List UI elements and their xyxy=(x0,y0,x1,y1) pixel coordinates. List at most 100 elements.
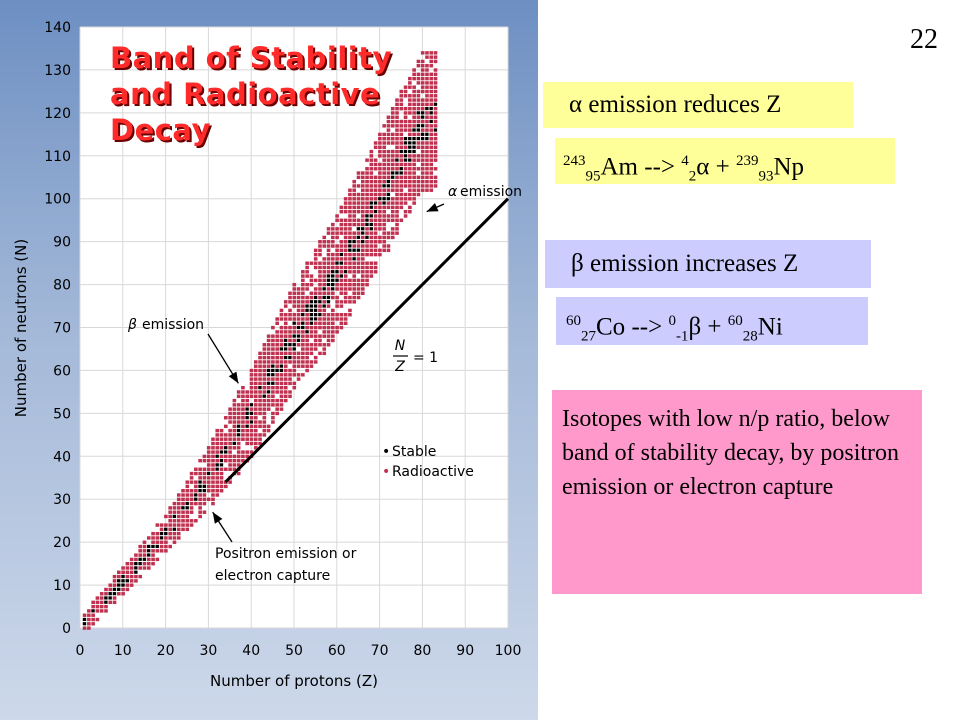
radioactive-isotope xyxy=(283,325,288,330)
radioactive-isotope xyxy=(369,149,374,154)
radioactive-isotope xyxy=(343,227,348,231)
radioactive-isotope xyxy=(369,209,374,214)
stable-isotope xyxy=(215,454,219,458)
radioactive-isotope xyxy=(339,257,344,261)
radioactive-isotope xyxy=(228,446,232,450)
radioactive-isotope xyxy=(202,454,207,459)
radioactive-isotope xyxy=(228,428,232,433)
stable-isotope xyxy=(339,274,343,278)
radioactive-isotope xyxy=(283,377,288,381)
stable-isotope xyxy=(386,184,391,188)
alpha-emission-box: α emission reduces Z xyxy=(543,82,853,128)
stable-isotope xyxy=(159,531,164,536)
radioactive-isotope xyxy=(360,197,365,201)
radioactive-isotope xyxy=(420,68,425,72)
radioactive-isotope xyxy=(425,149,429,154)
radioactive-isotope xyxy=(390,162,395,167)
radioactive-isotope xyxy=(420,179,425,184)
radioactive-isotope xyxy=(313,360,318,364)
radioactive-isotope xyxy=(236,416,241,420)
radioactive-isotope xyxy=(360,287,365,291)
stable-isotope xyxy=(416,111,421,115)
radioactive-isotope xyxy=(292,373,297,377)
radioactive-isotope xyxy=(352,218,357,222)
radioactive-isotope xyxy=(189,506,194,510)
stable-isotope xyxy=(313,317,318,321)
radioactive-isotope xyxy=(194,519,198,523)
stable-isotope xyxy=(134,562,138,566)
radioactive-isotope xyxy=(279,373,284,377)
radioactive-isotope xyxy=(271,360,275,364)
radioactive-isotope xyxy=(245,420,250,424)
radioactive-isotope xyxy=(283,368,288,373)
radioactive-isotope xyxy=(369,218,374,222)
radioactive-isotope xyxy=(262,416,267,420)
radioactive-isotope xyxy=(305,351,309,356)
radioactive-isotope xyxy=(433,89,438,94)
stable-isotope xyxy=(373,201,378,205)
stable-isotope xyxy=(348,248,352,252)
radioactive-isotope xyxy=(301,343,305,347)
radioactive-isotope xyxy=(429,188,434,192)
radioactive-isotope xyxy=(262,433,267,437)
radioactive-isotope xyxy=(408,179,412,184)
radioactive-isotope xyxy=(352,179,357,184)
radioactive-isotope xyxy=(112,579,117,583)
stable-isotope xyxy=(412,149,416,154)
stable-isotope xyxy=(412,137,416,141)
radioactive-isotope xyxy=(129,574,134,579)
radioactive-isotope xyxy=(224,467,228,471)
radioactive-isotope xyxy=(296,308,301,313)
stable-isotope xyxy=(335,261,339,265)
radioactive-isotope xyxy=(181,493,185,497)
radioactive-isotope xyxy=(343,209,348,214)
radioactive-isotope xyxy=(425,158,429,162)
radioactive-isotope xyxy=(313,338,318,343)
radioactive-isotope xyxy=(164,540,168,544)
x-axis-label: Number of protons (Z) xyxy=(210,672,378,690)
radioactive-isotope xyxy=(245,390,250,394)
radioactive-isotope xyxy=(318,240,322,244)
radioactive-isotope xyxy=(283,360,288,364)
radioactive-isotope xyxy=(318,343,322,347)
radioactive-isotope xyxy=(356,201,361,205)
radioactive-isotope xyxy=(206,467,211,471)
radioactive-isotope xyxy=(271,338,275,343)
radioactive-isotope xyxy=(266,360,271,364)
radioactive-isotope xyxy=(378,132,382,137)
radioactive-isotope xyxy=(288,338,292,343)
radioactive-isotope xyxy=(382,240,386,244)
radioactive-isotope xyxy=(283,317,288,321)
radioactive-isotope xyxy=(245,433,250,437)
radioactive-isotope xyxy=(241,454,245,459)
radioactive-isotope xyxy=(356,205,361,210)
radioactive-isotope xyxy=(271,355,275,360)
stable-isotope xyxy=(356,227,361,231)
radioactive-isotope xyxy=(331,227,335,231)
radioactive-isotope xyxy=(228,441,232,446)
radioactive-isotope xyxy=(416,89,421,94)
radioactive-isotope xyxy=(262,360,267,364)
stable-isotope xyxy=(301,321,305,325)
radioactive-isotope xyxy=(194,471,198,476)
radioactive-isotope xyxy=(403,115,408,119)
radioactive-isotope xyxy=(219,446,224,450)
radioactive-isotope xyxy=(318,265,322,270)
radioactive-isotope xyxy=(425,85,429,89)
radioactive-isotope xyxy=(155,523,160,527)
radioactive-isotope xyxy=(331,257,335,261)
beta-eq-arrow: --> xyxy=(631,313,663,341)
radioactive-isotope xyxy=(228,416,232,420)
y-tick-label: 0 xyxy=(62,621,71,637)
radioactive-isotope xyxy=(335,231,339,235)
radioactive-isotope xyxy=(382,124,386,128)
radioactive-isotope xyxy=(373,214,378,218)
radioactive-isotope xyxy=(176,519,181,523)
radioactive-isotope xyxy=(339,325,344,330)
radioactive-isotope xyxy=(288,381,292,386)
x-axis-ticks: 0 10 20 30 40 50 60 70 80 90 100 xyxy=(76,643,522,659)
radioactive-isotope xyxy=(395,175,399,180)
radioactive-isotope xyxy=(253,398,258,403)
radioactive-isotope xyxy=(292,330,297,334)
alpha-particle-z: 2 xyxy=(688,168,697,185)
